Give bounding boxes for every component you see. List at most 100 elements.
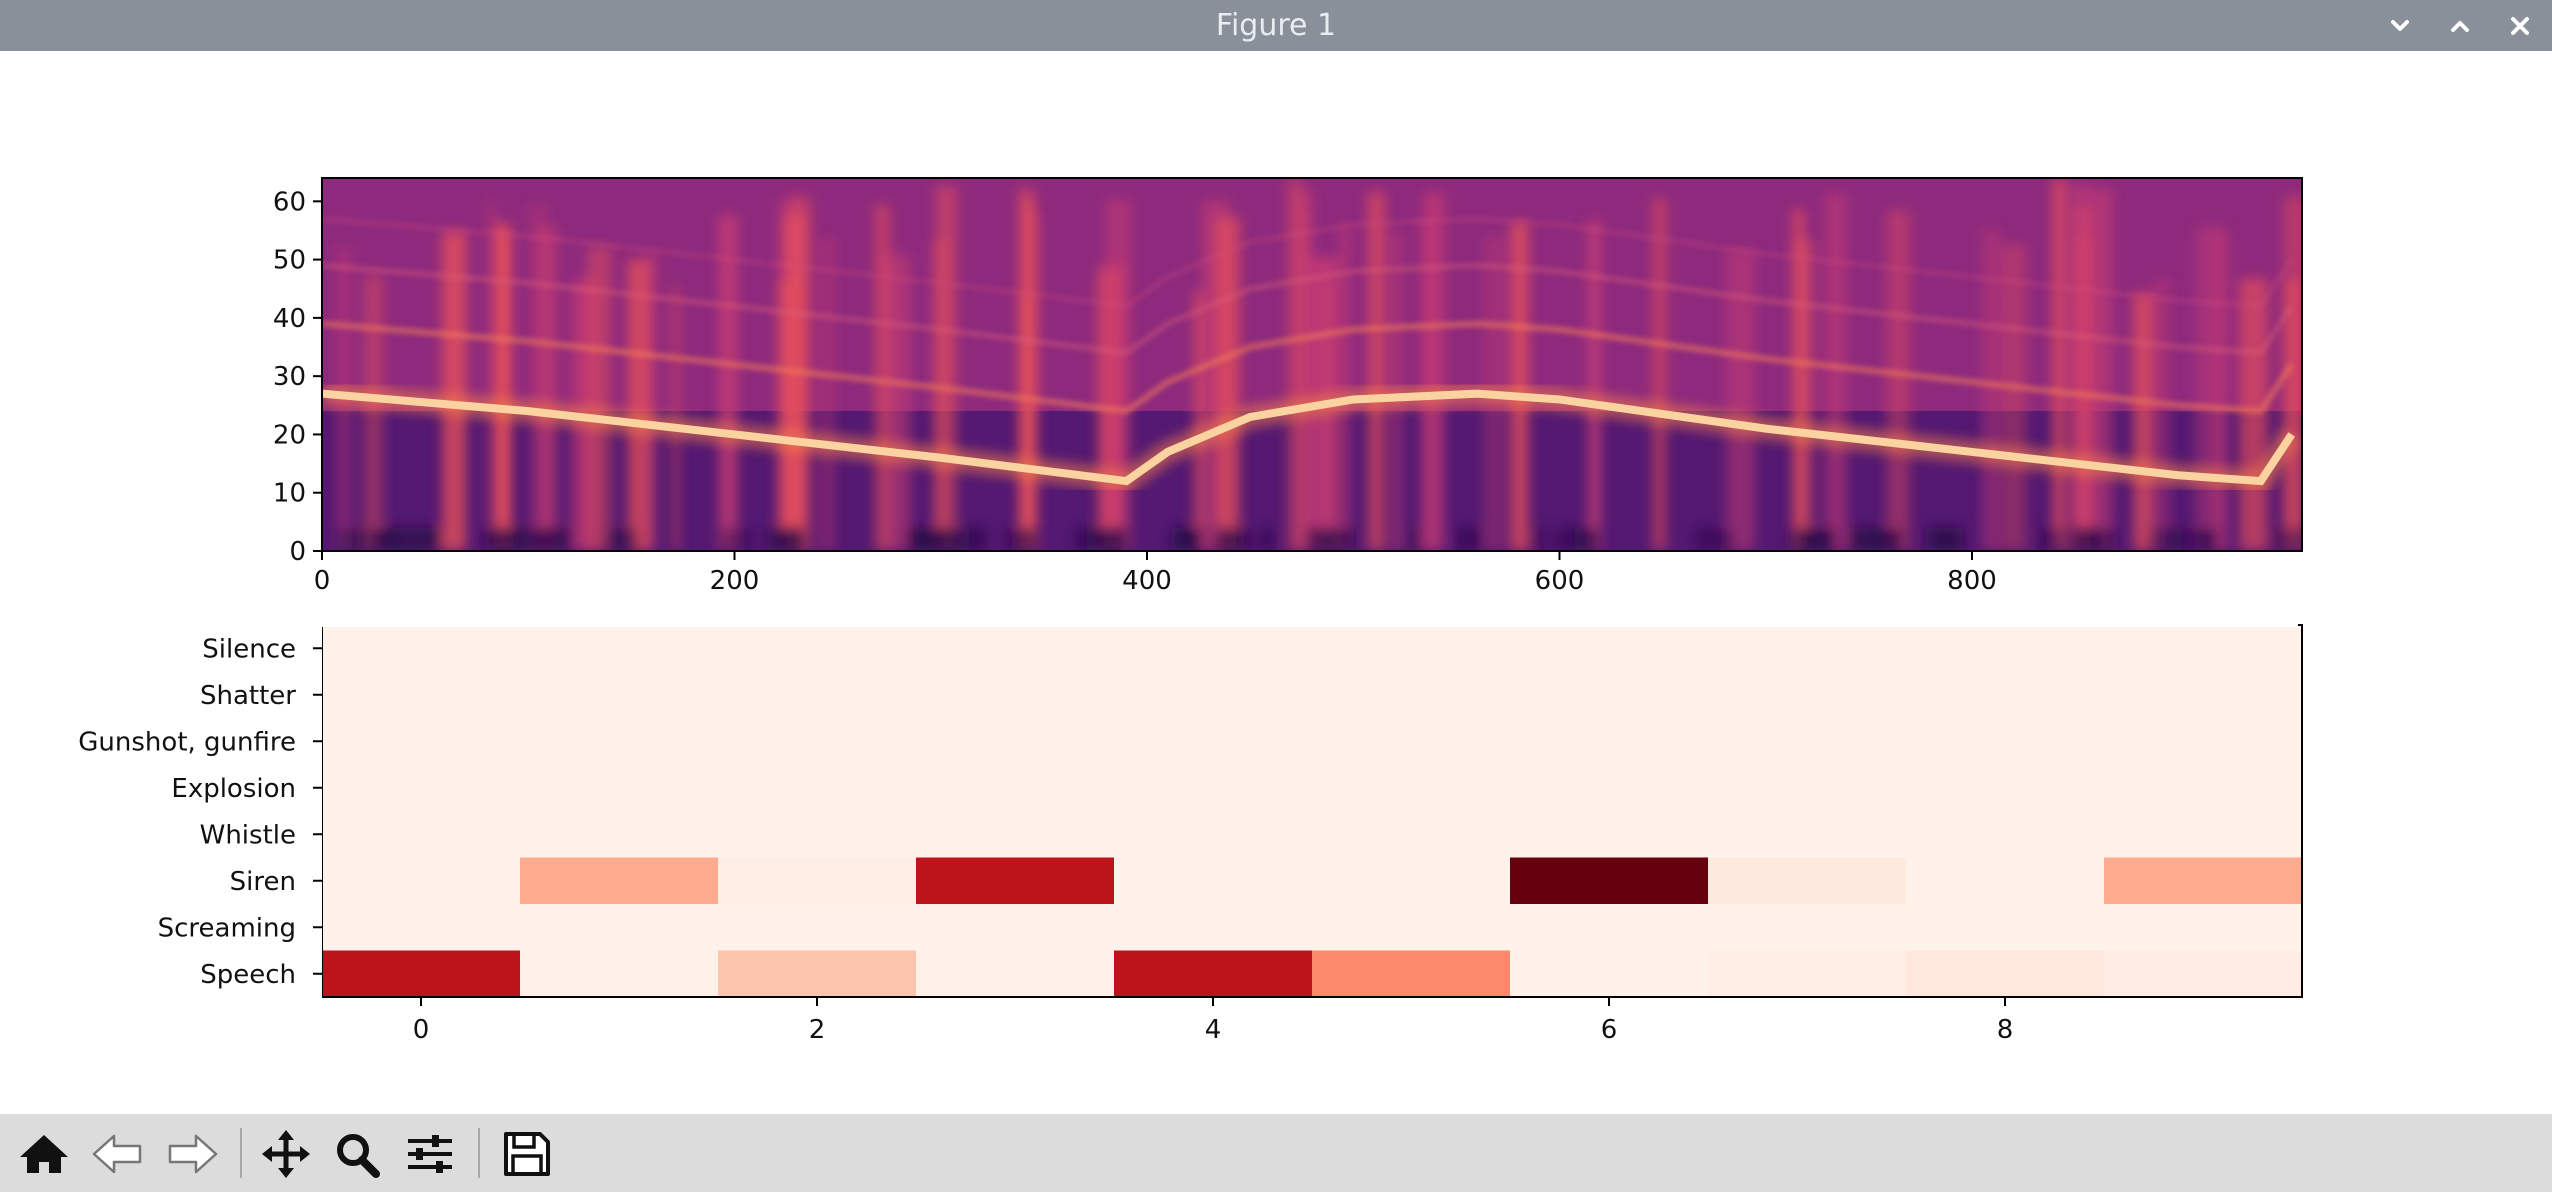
heatmap-cell bbox=[2104, 904, 2303, 951]
spectrogram-column bbox=[1824, 193, 1847, 551]
heatmap-cell bbox=[322, 811, 521, 858]
heatmap-cell bbox=[1114, 811, 1313, 858]
spectrogram-y-ticks: 0 10 20 30 40 50 60 bbox=[273, 187, 322, 567]
spectrogram-column bbox=[1423, 192, 1445, 551]
spectrogram-y-tick-label: 60 bbox=[273, 187, 306, 217]
class-heatmap-x-tick-label: 0 bbox=[413, 1015, 430, 1045]
spectrogram-x-tick-label: 600 bbox=[1535, 566, 1585, 596]
title-bar: Figure 1 bbox=[0, 0, 2552, 51]
heatmap-cell bbox=[916, 950, 1115, 998]
heatmap-cell bbox=[1312, 671, 1511, 719]
spectrogram-column bbox=[818, 237, 836, 551]
heatmap-cell bbox=[520, 857, 719, 905]
spectrogram-x-tick-label: 800 bbox=[1947, 566, 1997, 596]
save-button[interactable] bbox=[494, 1126, 558, 1182]
spectrogram-harmonic-line bbox=[322, 263, 2294, 355]
heatmap-cell bbox=[1510, 764, 1709, 812]
spectrogram-harmonic-line bbox=[322, 321, 2294, 414]
spectrogram-speckle bbox=[350, 527, 365, 551]
spectrogram-speckle bbox=[407, 527, 442, 551]
spectrogram-column bbox=[1886, 210, 1911, 551]
heatmap-cell bbox=[322, 671, 521, 719]
heatmap-cell bbox=[1906, 764, 2105, 812]
class-heatmap-x-tick-label: 6 bbox=[1601, 1015, 1618, 1045]
spectrogram-column bbox=[2053, 178, 2065, 551]
heatmap-cell bbox=[1312, 811, 1511, 858]
heatmap-cell bbox=[1312, 764, 1511, 812]
heatmap-cell bbox=[520, 718, 719, 765]
spectrogram-speckle bbox=[1322, 527, 1355, 551]
spectrogram-speckle bbox=[2148, 527, 2188, 551]
heatmap-cell bbox=[1114, 625, 1313, 672]
heatmap-cell bbox=[1708, 625, 1907, 672]
spectrogram-column bbox=[1300, 210, 1310, 551]
spectrogram-speckle bbox=[973, 527, 987, 551]
arrow-right-icon bbox=[168, 1134, 218, 1174]
spectrogram-x-tick-label: 400 bbox=[1122, 566, 1172, 596]
magnifier-icon bbox=[337, 1134, 380, 1178]
maximize-button[interactable] bbox=[2442, 8, 2478, 44]
spectrogram-column bbox=[1367, 192, 1385, 551]
spectrogram-column bbox=[1215, 217, 1241, 551]
close-button[interactable] bbox=[2502, 8, 2538, 44]
spectrogram-column bbox=[1340, 223, 1350, 551]
minimize-button[interactable] bbox=[2382, 8, 2418, 44]
class-label: Screaming bbox=[158, 913, 296, 943]
heatmap-cell bbox=[1510, 811, 1709, 858]
figure-canvas[interactable]: 0 200 400 600 800 0 10 20 30 40 50 60 0 2 4 6 8 Silenc… bbox=[0, 51, 2552, 1114]
spectrogram-speckle bbox=[947, 527, 967, 551]
heatmap-cell bbox=[1510, 671, 1709, 719]
heatmap-cell bbox=[1708, 904, 1907, 951]
spectrogram-column bbox=[2133, 293, 2154, 551]
spectrogram-speckle bbox=[1801, 527, 1833, 551]
figure-svg[interactable]: 0 200 400 600 800 0 10 20 30 40 50 60 0 2 4 6 8 Silenc… bbox=[0, 51, 2552, 1114]
spectrogram-column bbox=[1104, 198, 1132, 551]
spectrogram-column bbox=[627, 259, 652, 551]
spectrogram-column bbox=[1018, 291, 1035, 551]
class-label: Siren bbox=[230, 867, 296, 897]
spectrogram-speckle bbox=[2070, 527, 2101, 551]
spectrogram-column bbox=[777, 281, 800, 551]
spectrogram-x-ticks: 0 200 400 600 800 bbox=[314, 551, 1997, 596]
class-heatmap-x-tick-label: 4 bbox=[1205, 1015, 1222, 1045]
configure-subplots-button[interactable] bbox=[398, 1126, 462, 1182]
heatmap-cell bbox=[1114, 904, 1313, 951]
zoom-button[interactable] bbox=[326, 1126, 390, 1182]
spectrogram-speckle bbox=[2189, 527, 2203, 551]
heatmap-cell bbox=[520, 625, 719, 672]
class-heatmap-cells bbox=[322, 625, 2303, 998]
move-icon bbox=[262, 1130, 310, 1178]
spectrogram-column bbox=[363, 274, 384, 551]
pan-button[interactable] bbox=[254, 1126, 318, 1182]
spectrogram-column bbox=[647, 250, 656, 551]
spectrogram-column bbox=[2283, 195, 2302, 551]
heatmap-cell bbox=[520, 811, 719, 858]
toolbar-separator bbox=[240, 1128, 242, 1178]
spectrogram-contour bbox=[322, 389, 2296, 486]
spectrogram-speckle bbox=[1695, 527, 1734, 551]
heatmap-cell bbox=[520, 671, 719, 719]
heatmap-cell bbox=[1906, 625, 2105, 672]
back-button[interactable] bbox=[86, 1126, 150, 1182]
heatmap-cell bbox=[2104, 811, 2303, 858]
heatmap-cell bbox=[1312, 625, 1511, 672]
toolbar-separator bbox=[478, 1128, 480, 1178]
heatmap-cell bbox=[1708, 718, 1907, 765]
heatmap-cell bbox=[1510, 857, 1709, 905]
heatmap-cell bbox=[1114, 857, 1313, 905]
heatmap-cell bbox=[2104, 671, 2303, 719]
heatmap-cell bbox=[322, 950, 521, 998]
heatmap-cell bbox=[1114, 764, 1313, 812]
heatmap-cell bbox=[1510, 904, 1709, 951]
heatmap-cell bbox=[718, 671, 917, 719]
spectrogram-column bbox=[1793, 239, 1814, 551]
spectrogram-speckle bbox=[2039, 527, 2062, 551]
heatmap-cell bbox=[2104, 857, 2303, 905]
forward-button[interactable] bbox=[160, 1126, 224, 1182]
heatmap-cell bbox=[916, 718, 1115, 765]
home-button[interactable] bbox=[12, 1126, 76, 1182]
spectrogram-x-tick-label: 0 bbox=[314, 566, 331, 596]
spectrogram-speckle bbox=[1848, 527, 1888, 551]
spectrogram-y-tick-label: 30 bbox=[273, 362, 306, 392]
heatmap-cell bbox=[1708, 671, 1907, 719]
